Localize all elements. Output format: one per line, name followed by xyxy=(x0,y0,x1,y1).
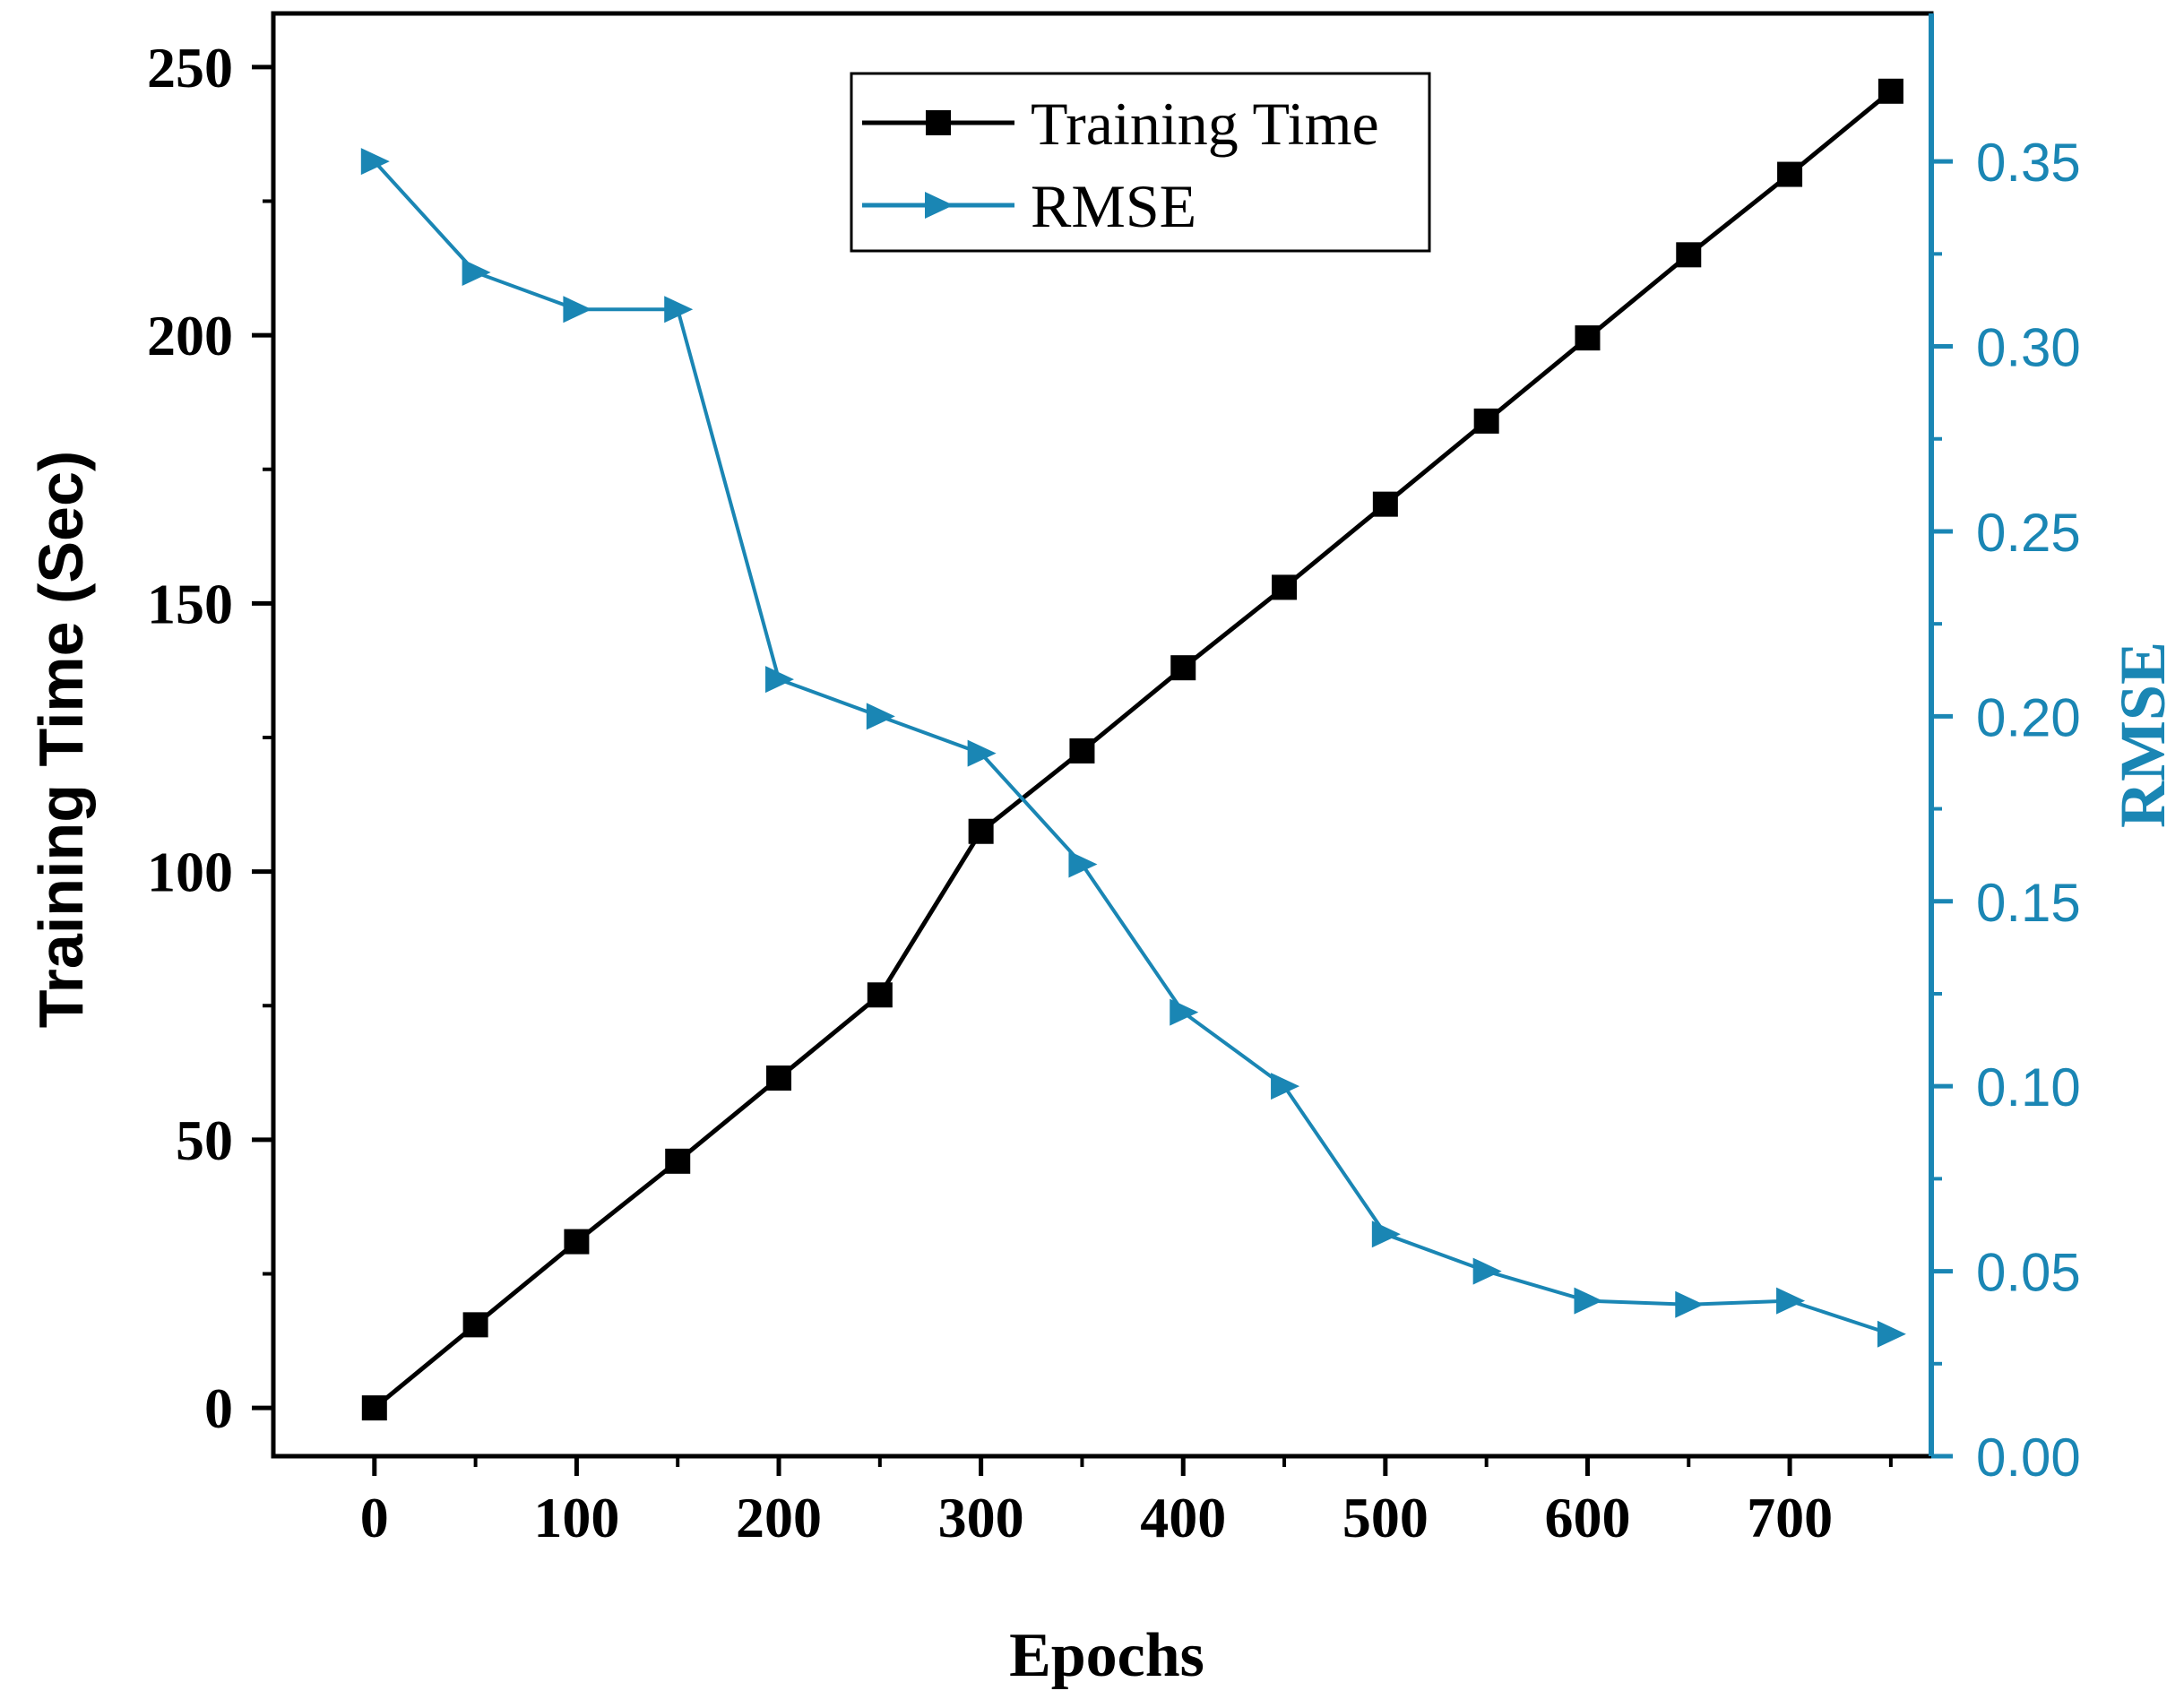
data-point-triangle xyxy=(925,192,954,219)
data-point-triangle xyxy=(462,258,491,286)
x-tick-label: 600 xyxy=(1544,1486,1630,1549)
data-point-triangle xyxy=(1170,998,1199,1026)
plot-area xyxy=(360,78,1906,1421)
data-point-triangle xyxy=(866,703,895,730)
data-point-square xyxy=(766,1065,792,1091)
series-training-time xyxy=(361,78,1903,1421)
y-left-tick-label: 100 xyxy=(147,841,233,904)
y-left-tick-label: 250 xyxy=(147,36,233,99)
data-point-triangle xyxy=(765,666,795,694)
data-point-triangle xyxy=(1675,1290,1705,1318)
y-left-tick-label: 50 xyxy=(176,1108,233,1172)
legend-label: RMSE xyxy=(1031,172,1196,240)
y-right-tick-label: 0.20 xyxy=(1976,687,2081,747)
data-point-square xyxy=(361,1395,387,1421)
y-right-tick-label: 0.35 xyxy=(1976,133,2081,193)
y-right-tick-label: 0.25 xyxy=(1976,503,2081,563)
data-point-square xyxy=(1272,574,1298,600)
data-point-square xyxy=(462,1312,488,1338)
y-left-tick-label: 0 xyxy=(204,1376,233,1440)
axes: 0 100 200 300 400 500 600 700 0 50 100 150 200 250 0.0… xyxy=(26,11,2179,1690)
legend: Training Time RMSE xyxy=(850,72,1431,253)
data-point-triangle xyxy=(1472,1257,1502,1285)
y-right-tick-label: 0.00 xyxy=(1976,1428,2081,1488)
x-tick-label: 700 xyxy=(1747,1486,1833,1549)
data-point-square xyxy=(867,982,893,1008)
data-point-triangle xyxy=(1068,850,1098,878)
x-axis-label: Epochs xyxy=(1009,1621,1204,1690)
y-right-tick-label: 0.05 xyxy=(1976,1243,2081,1303)
y-left-tick-label: 150 xyxy=(147,572,233,635)
data-point-square xyxy=(1372,491,1398,517)
data-point-triangle xyxy=(1574,1287,1603,1315)
x-tick-label: 500 xyxy=(1342,1486,1429,1549)
y-left-axis-label: Training Time (Sec) xyxy=(26,451,96,1028)
data-point-square xyxy=(1777,161,1803,187)
x-tick-label: 400 xyxy=(1140,1486,1226,1549)
x-tick-label: 100 xyxy=(533,1486,619,1549)
x-tick-label: 300 xyxy=(938,1486,1024,1549)
y-right-tick-label: 0.30 xyxy=(1976,318,2081,378)
legend-label: Training Time xyxy=(1031,90,1379,158)
series-line xyxy=(373,89,1893,1410)
x-tick-label: 0 xyxy=(360,1486,389,1549)
data-point-square xyxy=(1878,78,1903,104)
data-point-triangle xyxy=(664,296,694,323)
data-point-triangle xyxy=(1371,1221,1401,1248)
data-point-square xyxy=(1575,325,1601,351)
data-point-square xyxy=(564,1229,590,1255)
data-point-square xyxy=(968,818,994,844)
data-point-square xyxy=(665,1148,691,1174)
data-point-triangle xyxy=(563,296,592,323)
legend-box xyxy=(850,72,1431,253)
data-point-triangle xyxy=(1271,1073,1300,1100)
x-tick-label: 200 xyxy=(736,1486,822,1549)
series-rmse xyxy=(360,148,1906,1348)
data-point-square xyxy=(1170,655,1196,681)
data-point-square xyxy=(926,110,951,135)
data-point-triangle xyxy=(1877,1320,1906,1348)
data-point-square xyxy=(1473,408,1499,434)
data-point-triangle xyxy=(360,148,390,176)
y-left-tick-label: 200 xyxy=(147,304,233,367)
data-point-triangle xyxy=(1776,1287,1806,1315)
y-right-axis-label: RMSE xyxy=(2107,642,2179,828)
y-right-tick-label: 0.10 xyxy=(1976,1057,2081,1117)
data-point-square xyxy=(1676,242,1702,268)
series-line xyxy=(373,160,1892,1336)
data-point-square xyxy=(1069,738,1095,763)
data-point-triangle xyxy=(967,739,997,767)
y-right-tick-label: 0.15 xyxy=(1976,873,2081,933)
